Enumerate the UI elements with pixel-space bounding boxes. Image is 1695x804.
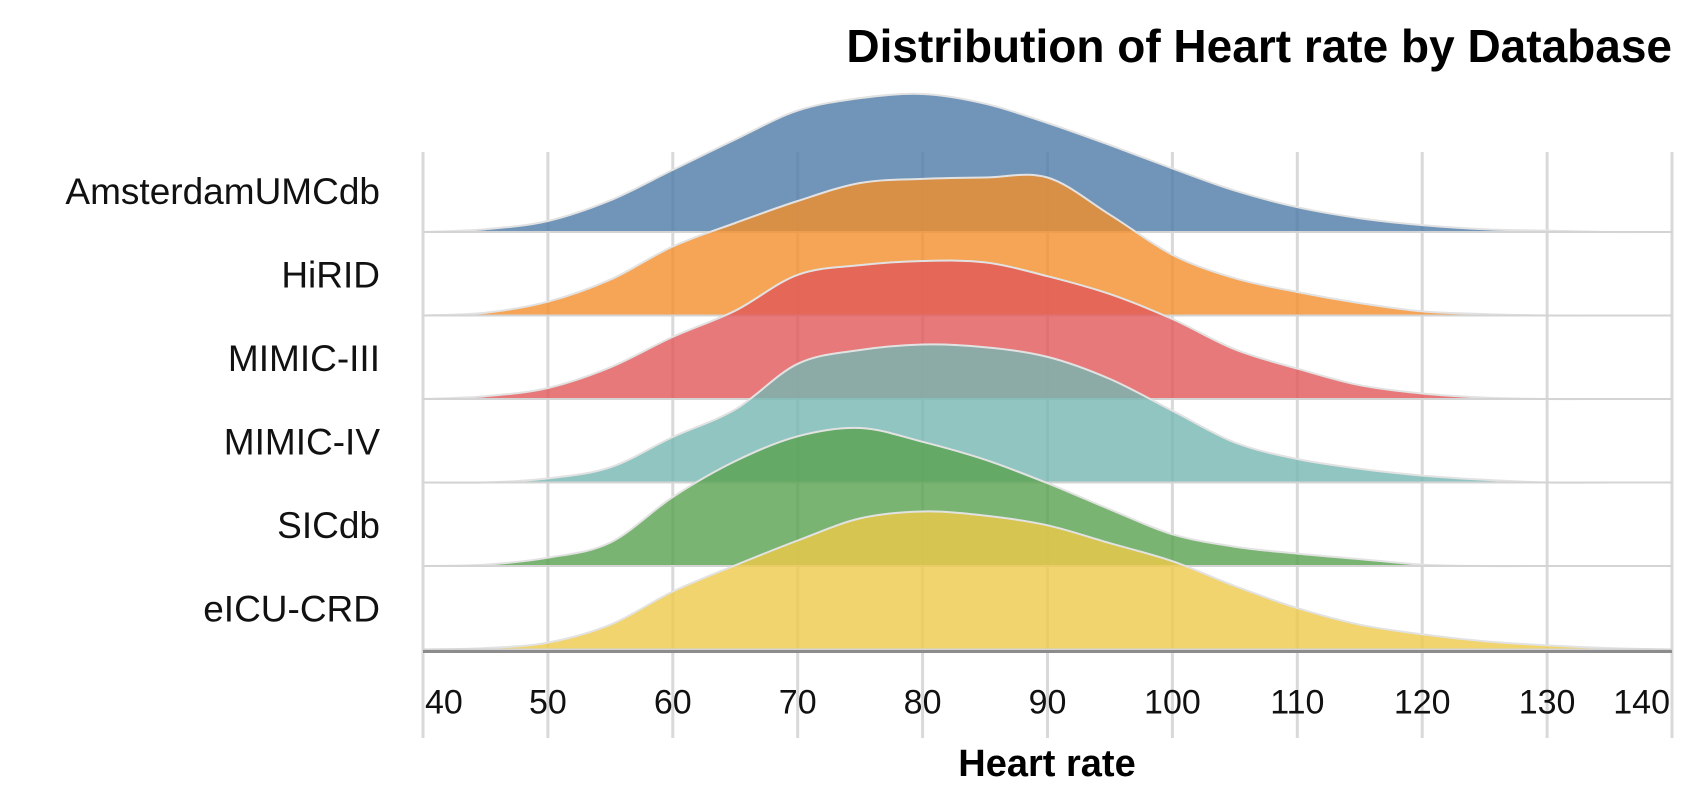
chart-title: Distribution of Heart rate by Database: [846, 20, 1672, 72]
ridge-outline: [422, 92, 1673, 234]
ridge-eicu-crd: [422, 510, 1673, 651]
category-label: eICU-CRD: [203, 589, 380, 630]
x-tick-label: 80: [904, 684, 942, 722]
category-label: MIMIC-III: [228, 338, 380, 379]
ridge-area: [423, 174, 1672, 316]
category-label: MIMIC-IV: [224, 422, 381, 463]
x-tick-label: 120: [1394, 684, 1451, 722]
x-tick-label: 130: [1519, 684, 1576, 722]
ridge-mimic-iv: [422, 343, 1672, 484]
x-tick-label: 100: [1144, 684, 1201, 722]
x-tick-label: 40: [425, 684, 463, 722]
x-tick-label: 110: [1270, 684, 1324, 722]
category-label: SICdb: [277, 505, 380, 546]
category-labels: AmsterdamUMCdb HiRID MIMIC-III MIMIC-IV SICd…: [65, 171, 380, 630]
ridge-area: [423, 93, 1672, 233]
ridge-area: [423, 344, 1672, 483]
ridges: [422, 92, 1673, 651]
x-axis-label: Heart rate: [958, 743, 1135, 785]
category-label: HiRID: [281, 255, 380, 296]
x-tick-label: 140: [1613, 684, 1670, 722]
ridge-outline: [422, 259, 1672, 401]
ridge-outline: [422, 343, 1672, 484]
x-tick-labels: 40 50 60 70 80 90 100 110 120 130 140: [425, 684, 1670, 722]
ridge-area: [423, 260, 1672, 400]
ridge-area: [423, 511, 1672, 650]
ridge-outline: [422, 510, 1673, 651]
x-tick-label: 90: [1029, 684, 1067, 722]
x-tick-label: 50: [529, 684, 567, 722]
ridge-outline: [422, 173, 1672, 317]
category-label: AmsterdamUMCdb: [65, 171, 380, 212]
x-tick-label: 60: [654, 684, 692, 722]
x-tick-label: 70: [779, 684, 817, 722]
ridge-area: [423, 427, 1672, 567]
